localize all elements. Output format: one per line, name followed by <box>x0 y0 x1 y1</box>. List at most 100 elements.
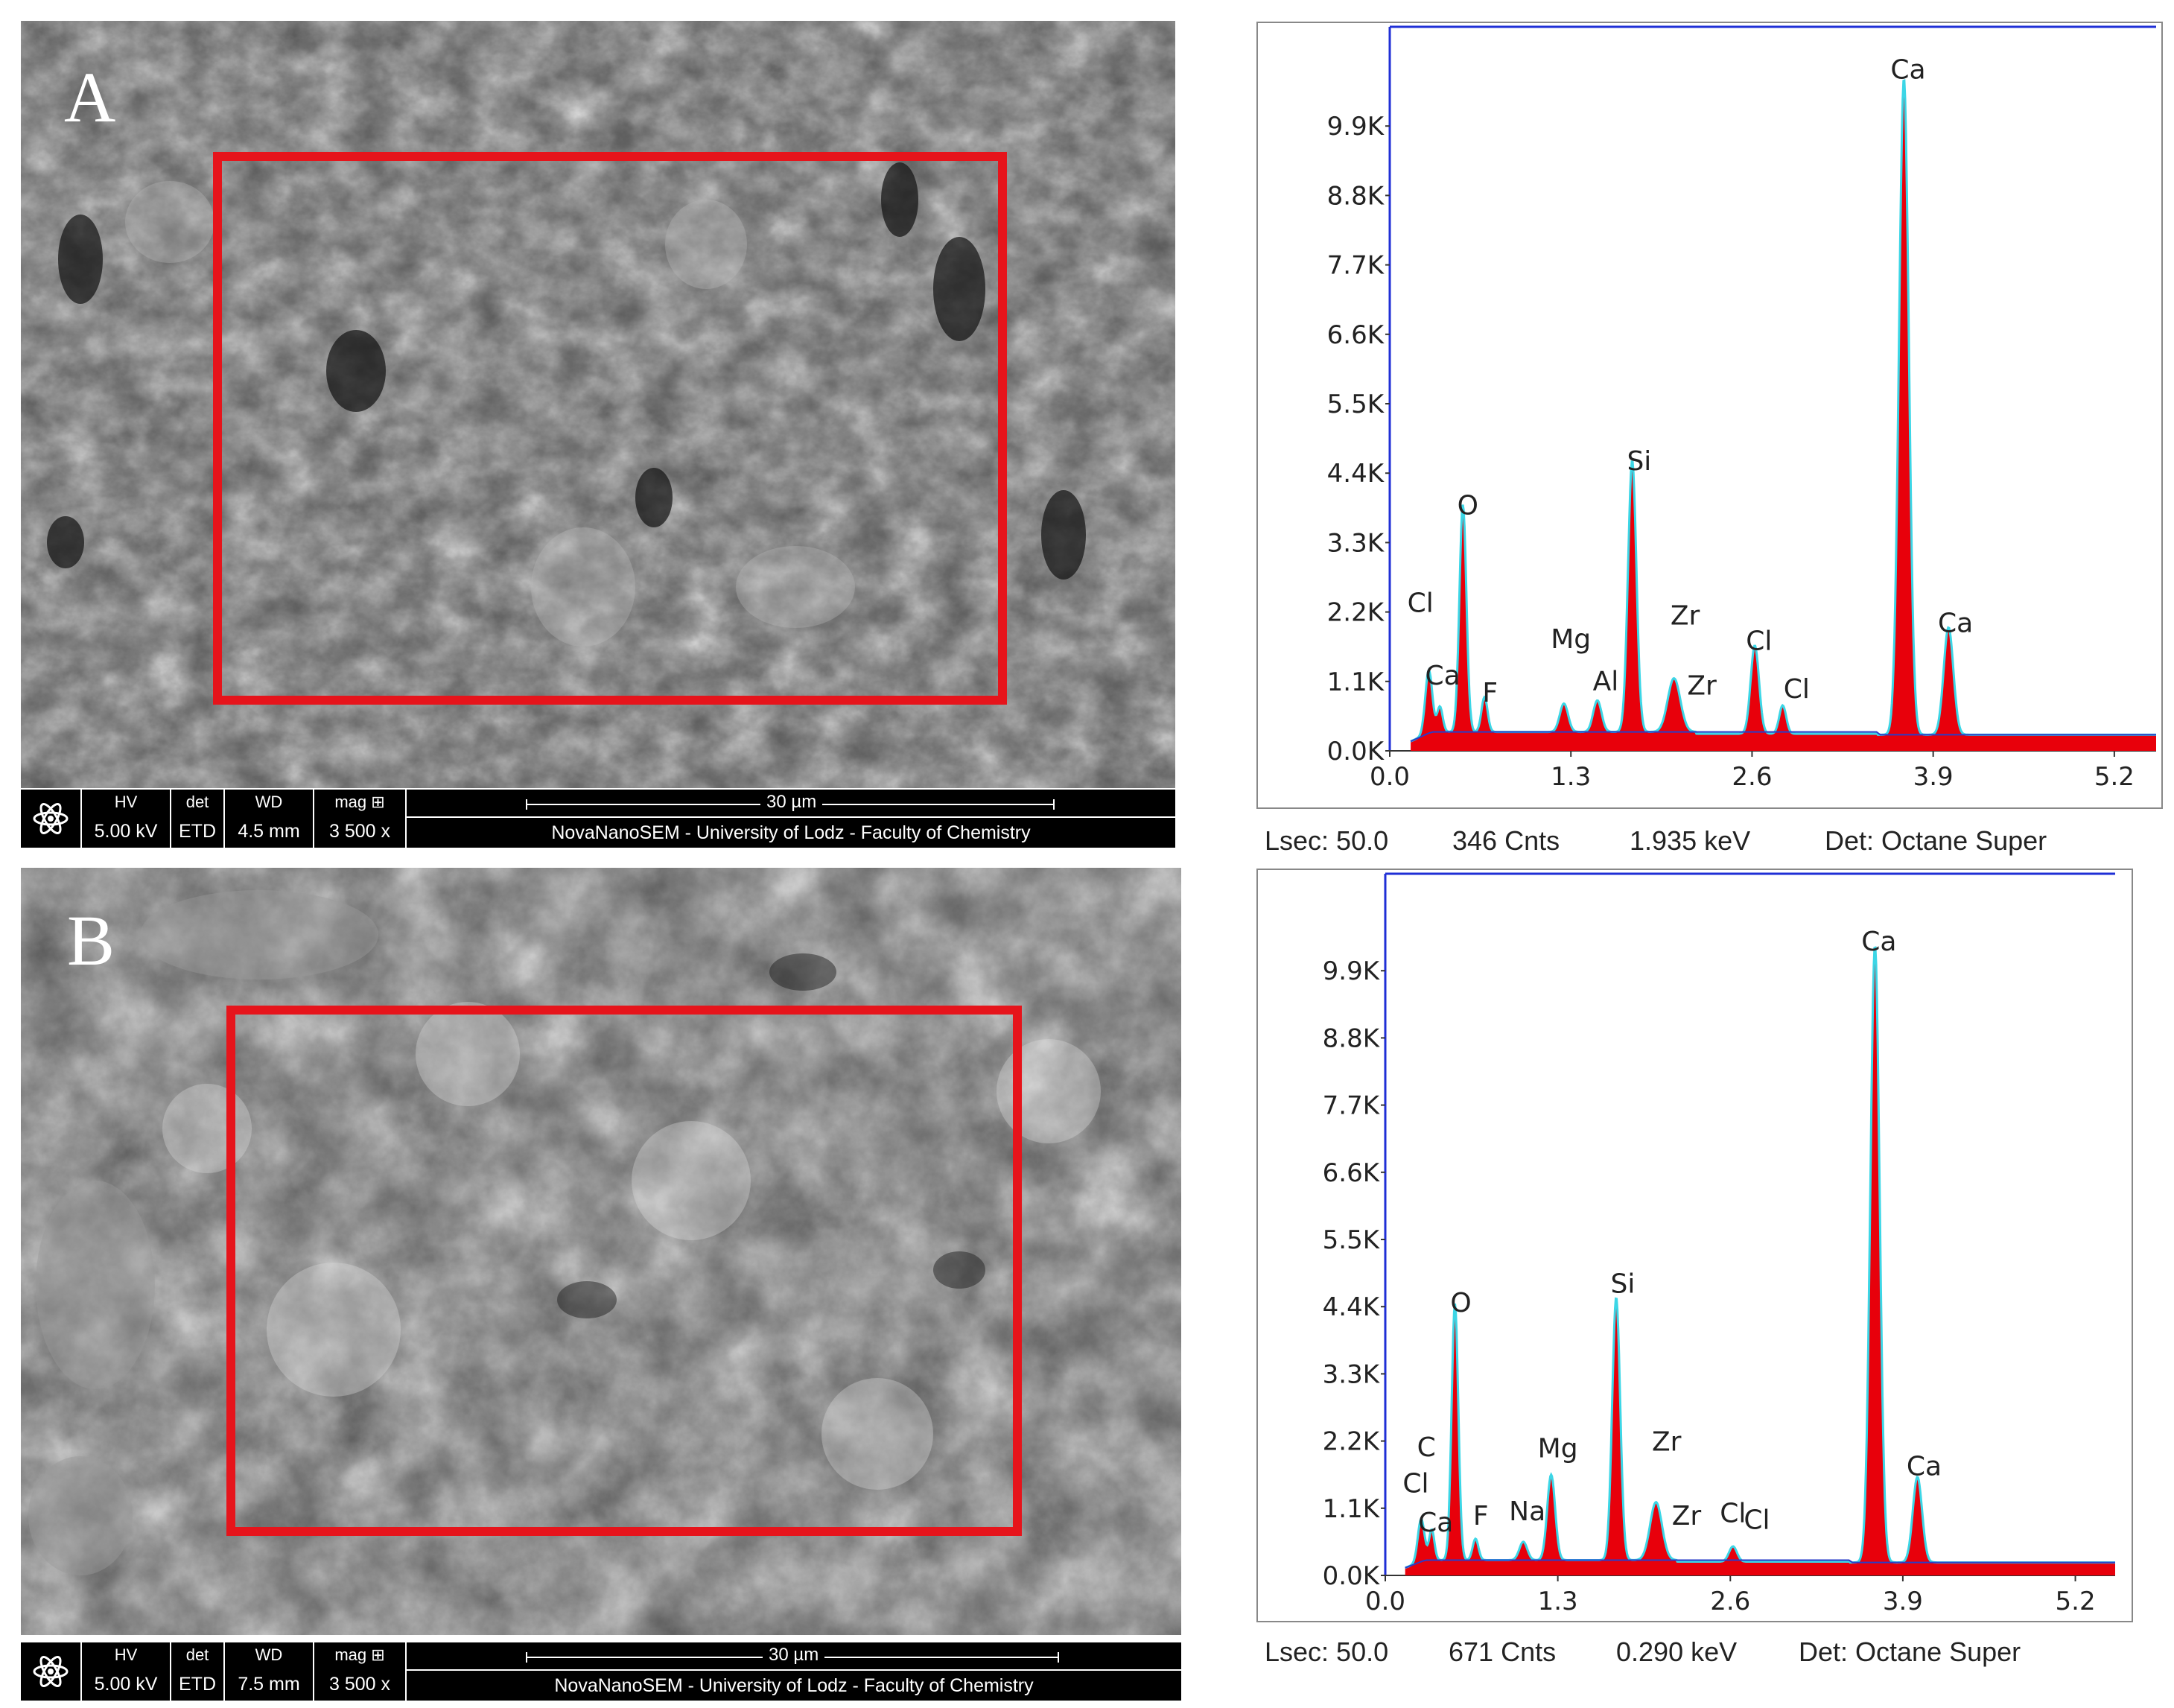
y-tick-label: 2.2K <box>1327 598 1385 628</box>
y-tick-label: 6.6K <box>1327 320 1385 350</box>
peak-label: Cl <box>1784 674 1810 705</box>
y-tick-label: 5.5K <box>1323 1225 1381 1255</box>
scale-bar-a: 30 µm NovaNanoSEM - University of Lodz -… <box>407 790 1175 848</box>
sem-image-a: A <box>21 21 1175 788</box>
peak-label: O <box>1450 1288 1471 1318</box>
y-tick-label: 0.0K <box>1323 1561 1381 1591</box>
peak-label: Cl <box>1408 588 1434 619</box>
x-tick-label: 3.9 <box>1883 1587 1923 1616</box>
sem-databar-a: HV 5.00 kV det ETD WD 4.5 mm mag ⊞ 3 500… <box>21 790 1175 848</box>
sem-image-b: B <box>21 868 1181 1635</box>
y-tick-label: 9.9K <box>1323 956 1381 986</box>
eds-spectrum-a: 0.0K 1.1K 2.2K 3.3K 4.4K 5.5K 6.6K 7.7K 8.8K 9.9K… <box>1251 21 2164 856</box>
background-fit-line <box>1405 1559 2115 1569</box>
mag-cell: mag ⊞ 3 500 x <box>314 1642 407 1701</box>
eds-status-det-b: Det: Octane Super <box>1799 1636 2021 1667</box>
spectrum-line <box>1405 946 2115 1569</box>
sem-databar-b: HV 5.00 kV det ETD WD 7.5 mm mag ⊞ 3 500… <box>21 1642 1181 1701</box>
atom-icon <box>21 1642 82 1701</box>
x-tick-label: 3.9 <box>1913 762 1954 792</box>
panel-a: A HV 5.00 kV det ETD WD 4.5 mm mag ⊞ 3 5… <box>21 21 2164 856</box>
y-tick-label: 8.8K <box>1323 1023 1381 1053</box>
mag-cell: mag ⊞ 3 500 x <box>314 790 407 848</box>
eds-status-lsec-b: Lsec: 50.0 <box>1265 1636 1389 1667</box>
atom-icon <box>21 790 82 848</box>
y-tick-label: 7.7K <box>1323 1091 1381 1121</box>
y-tick-label: 8.8K <box>1327 181 1385 211</box>
peak-label: Mg <box>1538 1434 1578 1464</box>
y-tick-label: 0.0K <box>1327 737 1385 766</box>
peak-label: Ca <box>1425 661 1460 691</box>
x-tick-label: 1.3 <box>1551 762 1591 792</box>
peak-label: Ca <box>1890 55 1925 86</box>
peak-label: Na <box>1509 1496 1545 1527</box>
spectrum-line <box>1410 79 2156 743</box>
peak-label: Zr <box>1671 601 1700 632</box>
hv-cell: HV 5.00 kV <box>82 1642 171 1701</box>
scale-bar-b: 30 µm NovaNanoSEM - University of Lodz -… <box>407 1642 1181 1701</box>
background-fit-line <box>1410 731 2156 743</box>
eds-chart-b: 0.0K 1.1K 2.2K 3.3K 4.4K 5.5K 6.6K 7.7K 8.8K 9.9K… <box>1256 869 2133 1622</box>
peak-label: Zr <box>1652 1427 1682 1458</box>
panel-letter-b: B <box>67 901 115 980</box>
y-tick-label: 3.3K <box>1327 528 1385 558</box>
det-cell: det ETD <box>171 1642 225 1701</box>
eds-chart-a: 0.0K 1.1K 2.2K 3.3K 4.4K 5.5K 6.6K 7.7K 8.8K 9.9K… <box>1256 22 2163 809</box>
y-tick-label: 4.4K <box>1323 1292 1381 1322</box>
eds-spectrum-b: 0.0K 1.1K 2.2K 3.3K 4.4K 5.5K 6.6K 7.7K 8.8K 9.9K… <box>1251 868 2164 1667</box>
peak-label: Cl <box>1746 626 1772 656</box>
panel-letter-a: A <box>64 57 116 137</box>
x-tick-label: 5.2 <box>2094 762 2135 792</box>
spectrum-fill <box>1411 80 2156 751</box>
y-tick-label: 1.1K <box>1323 1494 1381 1524</box>
x-tick-label: 2.6 <box>1710 1587 1750 1616</box>
roi-rectangle-b <box>226 1006 1022 1536</box>
peak-label: Si <box>1627 446 1651 477</box>
x-tick-label: 1.3 <box>1538 1587 1578 1616</box>
eds-status-kev-a: 1.935 keV <box>1630 825 1751 856</box>
peak-label: Al <box>1593 667 1619 697</box>
peak-label: F <box>1482 678 1498 708</box>
hv-cell: HV 5.00 kV <box>82 790 171 848</box>
panel-b: B HV 5.00 kV det ETD WD 7.5 mm mag ⊞ 3 5… <box>0 868 2174 1708</box>
peak-label: Ca <box>1907 1452 1942 1482</box>
y-tick-label: 7.7K <box>1327 251 1385 281</box>
eds-status-kev-b: 0.290 keV <box>1616 1636 1738 1667</box>
peak-label: Si <box>1611 1269 1636 1299</box>
peak-label: Cl <box>1720 1499 1746 1529</box>
peak-label: Zr <box>1672 1501 1702 1531</box>
x-tick-label: 5.2 <box>2056 1587 2096 1616</box>
y-tick-label: 1.1K <box>1327 667 1385 697</box>
roi-rectangle-a <box>213 152 1007 705</box>
peak-label: C <box>1417 1432 1436 1463</box>
peak-label: Mg <box>1551 624 1591 655</box>
wd-cell: WD 7.5 mm <box>225 1642 314 1701</box>
eds-frame <box>1256 22 2163 809</box>
peak-label: Ca <box>1418 1508 1453 1538</box>
wd-cell: WD 4.5 mm <box>225 790 314 848</box>
x-tick-label: 0.0 <box>1370 762 1410 792</box>
y-tick-label: 5.5K <box>1327 390 1385 419</box>
eds-status-lsec-a: Lsec: 50.0 <box>1265 825 1389 856</box>
det-cell: det ETD <box>171 790 225 848</box>
y-tick-label: 3.3K <box>1323 1359 1381 1389</box>
peak-label: Cl <box>1402 1468 1428 1499</box>
eds-status-det-a: Det: Octane Super <box>1825 825 2047 856</box>
eds-status-cnts-b: 671 Cnts <box>1449 1636 1557 1667</box>
y-tick-label: 2.2K <box>1323 1427 1381 1457</box>
y-tick-label: 9.9K <box>1327 112 1385 142</box>
peak-label: Cl <box>1744 1505 1770 1536</box>
peak-label: O <box>1458 490 1478 521</box>
y-tick-label: 6.6K <box>1323 1158 1381 1188</box>
x-tick-label: 2.6 <box>1732 762 1772 792</box>
peak-label: F <box>1473 1501 1489 1531</box>
peak-label: Ca <box>1861 927 1896 957</box>
peak-label: Zr <box>1687 671 1717 702</box>
spectrum-fill <box>1405 947 2115 1575</box>
peak-label: Ca <box>1938 609 1973 639</box>
eds-status-cnts-a: 346 Cnts <box>1452 825 1560 856</box>
x-tick-label: 0.0 <box>1365 1587 1405 1616</box>
eds-frame <box>1256 869 2133 1622</box>
sem-texture-flower <box>21 868 1181 1635</box>
y-tick-label: 4.4K <box>1327 459 1385 489</box>
